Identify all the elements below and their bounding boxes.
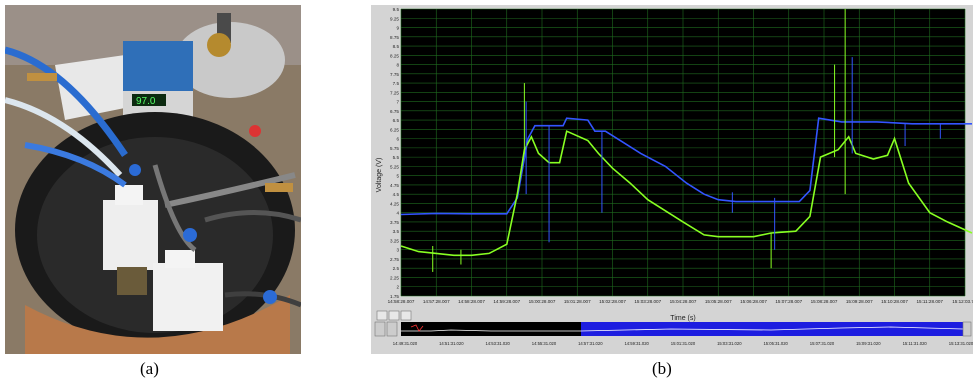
zoom-tool-button[interactable]	[388, 310, 400, 321]
navigator-tick-label: 15:05:31.020	[763, 341, 788, 346]
navigator-tick-label: 15:01:31.020	[671, 341, 696, 346]
y-tick-label: 5.75	[390, 146, 399, 151]
y-tick-label: 7.5	[393, 81, 400, 86]
gas-cylinder	[175, 22, 285, 98]
pan-tool-button[interactable]	[400, 310, 412, 321]
navigator-tick-label: 15:11:31.020	[903, 341, 928, 346]
navigator-zoom-out-button[interactable]	[386, 321, 398, 337]
y-tick-label: 4	[396, 211, 399, 216]
series-spikes	[432, 9, 941, 272]
x-tick-label: 15:03:28.007	[634, 299, 661, 304]
y-tick-label: 3.75	[390, 220, 399, 225]
y-tick-label: 8.5	[393, 44, 400, 49]
series-line-2	[400, 130, 973, 257]
caption-b: (b)	[652, 359, 672, 378]
y-tick-label: 7	[396, 100, 399, 105]
zoom-toolbar	[376, 310, 412, 321]
y-tick-label: 5.25	[390, 164, 399, 169]
controller-display-value: 97.0	[136, 96, 156, 107]
y-tick-label: 2.75	[390, 257, 399, 262]
x-tick-label: 14:57:28.007	[423, 299, 450, 304]
navigator-tick-label: 15:07:31.020	[810, 341, 835, 346]
y-tick-label: 3.25	[390, 238, 399, 243]
x-tick-label: 15:10:28.007	[881, 299, 908, 304]
navigator-scroll-right-button[interactable]	[962, 321, 972, 337]
x-tick-label: 15:09:28.007	[846, 299, 873, 304]
navigator-tick-label: 14:49:31.020	[393, 341, 418, 346]
y-tick-label: 5	[396, 174, 399, 179]
navigator-tick-label: 14:53:31.020	[485, 341, 510, 346]
y-tick-label: 4.75	[390, 183, 399, 188]
x-tick-label: 15:11:28.007	[917, 299, 944, 304]
y-tick-label: 3	[396, 248, 399, 253]
y-tick-label: 4.5	[393, 192, 400, 197]
x-tick-label: 15:05:28.007	[705, 299, 732, 304]
x-tick-label: 14:58:28.007	[458, 299, 485, 304]
controller-display	[132, 94, 166, 106]
x-tick-label: 14:58:28.007	[388, 299, 415, 304]
y-axis-ticks: 1.75 2 2.25 2.5 2.75 3 3.25 3.5 3.75 4 4.25 4.5 4.75…	[390, 7, 399, 299]
navigator-strip[interactable]	[374, 321, 972, 337]
navigator-tick-label: 15:03:31.020	[717, 341, 742, 346]
navigator-before-range	[401, 322, 581, 336]
sample-container-1	[103, 200, 158, 270]
y-tick-label: 2.25	[390, 275, 399, 280]
y-tick-label: 9	[396, 26, 399, 31]
y-tick-label: 4.25	[390, 201, 399, 206]
y-tick-label: 8.25	[390, 53, 399, 58]
navigator-tick-label: 14:51:31.020	[439, 341, 464, 346]
x-tick-label: 15:08:28.007	[811, 299, 838, 304]
controller-housing	[123, 41, 193, 91]
x-axis-label: Time (s)	[670, 315, 695, 322]
caption-a: (a)	[140, 359, 159, 378]
x-tick-label: 15:06:28.007	[740, 299, 767, 304]
navigator-ticks: 14:49:31.020 14:51:31.020 14:53:31.020 14:5…	[393, 341, 973, 346]
cursor-tool-button[interactable]	[376, 310, 388, 321]
sample-container-2	[153, 263, 223, 331]
x-tick-label: 14:59:28.007	[493, 299, 520, 304]
x-tick-label: 15:12:03.7 0	[952, 299, 973, 304]
y-tick-label: 9.5	[393, 7, 400, 12]
navigator-selected-range[interactable]	[581, 322, 963, 336]
y-tick-label: 8	[396, 63, 399, 68]
equipment-photo-illustration: 97.0	[5, 5, 301, 354]
voltage-chart: 1.75 2 2.25 2.5 2.75 3 3.25 3.5 3.75 4 4.25 4.5 4.75…	[371, 5, 973, 354]
x-axis-ticks: 14:58:28.007 14:57:28.007 14:58:28.007 14:5…	[388, 299, 973, 304]
y-tick-label: 9.25	[390, 16, 399, 21]
x-tick-label: 15:07:28.007	[775, 299, 802, 304]
y-tick-label: 8.75	[390, 35, 399, 40]
navigator-zoom-in-button[interactable]	[374, 321, 386, 337]
x-tick-label: 15:02:28.007	[599, 299, 626, 304]
voltage-chart-panel: 1.75 2 2.25 2.5 2.75 3 3.25 3.5 3.75 4 4.25 4.5 4.75…	[371, 5, 973, 354]
y-tick-label: 1.75	[390, 294, 399, 299]
navigator-tick-label: 14:55:31.020	[532, 341, 557, 346]
y-tick-label: 6.25	[390, 127, 399, 132]
y-tick-label: 6	[396, 137, 399, 142]
equipment-photo: 97.0	[5, 5, 301, 354]
y-tick-label: 7.25	[390, 90, 399, 95]
y-tick-label: 2	[396, 285, 399, 290]
x-tick-label: 15:00:28.007	[529, 299, 556, 304]
x-tick-label: 15:04:28.007	[670, 299, 697, 304]
navigator-tick-label: 15:09:31.020	[856, 341, 881, 346]
y-tick-label: 7.75	[390, 72, 399, 77]
y-tick-label: 3.5	[393, 229, 400, 234]
y-tick-label: 6.5	[393, 118, 400, 123]
y-axis-label: Voltage (V)	[376, 158, 383, 193]
navigator-tick-label: 14:57:31.020	[578, 341, 603, 346]
x-tick-label: 15:01:28.007	[564, 299, 591, 304]
y-tick-label: 5.5	[393, 155, 400, 160]
navigator-tick-label: 14:59:31.020	[624, 341, 649, 346]
y-tick-label: 6.75	[390, 109, 399, 114]
y-tick-label: 2.5	[393, 266, 400, 271]
navigator-tick-label: 15:13:31.020	[949, 341, 973, 346]
